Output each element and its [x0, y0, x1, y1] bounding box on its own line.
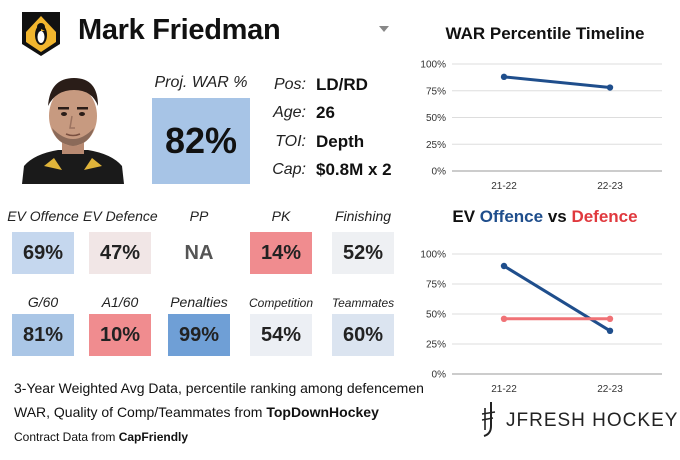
note-line-3: Contract Data from CapFriendly — [14, 430, 188, 444]
brand-name: JFRESH HOCKEY — [506, 410, 679, 431]
stat-label-ev-offence: EV Offence — [7, 208, 79, 224]
proj-war-value: 82% — [152, 98, 250, 184]
chart-title-war: WAR Percentile Timeline — [445, 24, 645, 43]
y-tick-label: 75% — [426, 86, 446, 97]
data-point — [500, 262, 508, 270]
y-tick-label: 50% — [426, 113, 446, 124]
stat-label-competition: Competition — [248, 296, 314, 310]
chart-war-timeline: 100% 75% 50% 25% 0% 21-22 22-23 — [420, 60, 662, 192]
stat-a160: 10% — [89, 314, 151, 356]
stat-pk: 14% — [250, 232, 312, 274]
stat-ev-defence: 47% — [89, 232, 151, 274]
series-line — [502, 264, 612, 333]
toi-label: TOI: — [275, 133, 306, 150]
y-tick-label: 0% — [432, 370, 447, 381]
chart-title-part: vs — [543, 207, 572, 226]
x-tick-label: 21-22 — [491, 384, 517, 395]
stat-label-teammates: Teammates — [331, 296, 395, 310]
data-point — [606, 315, 614, 322]
data-point — [500, 315, 508, 322]
stat-teammates: 60% — [332, 314, 394, 356]
chart-ev-offence-defence: 100% 75% 50% 25% 0% 21-22 22-23 — [420, 250, 662, 395]
pos-label: Pos: — [273, 76, 306, 93]
note-line-1: 3-Year Weighted Avg Data, percentile ran… — [14, 380, 424, 396]
stat-label-a160: A1/60 — [101, 294, 139, 310]
note-source-capfriendly[interactable]: CapFriendly — [118, 430, 189, 444]
age-label: Age: — [273, 104, 306, 121]
y-tick-label: 25% — [426, 140, 446, 151]
data-point — [500, 73, 508, 81]
stat-competition: 54% — [250, 314, 312, 356]
stat-label-g60: G/60 — [27, 294, 59, 310]
y-tick-label: 100% — [420, 250, 446, 261]
chart-title-part: EV — [452, 207, 480, 226]
y-tick-label: 50% — [426, 310, 446, 321]
stat-label-pp: PP — [189, 208, 209, 224]
stat-g60: 81% — [12, 314, 74, 356]
stat-penalties: 99% — [168, 314, 230, 356]
x-tick-label: 22-23 — [597, 384, 623, 395]
pos-value: LD/RD — [316, 75, 368, 94]
toi-value: Depth — [316, 132, 365, 151]
y-tick-label: 100% — [420, 60, 446, 71]
player-photo — [14, 66, 132, 184]
cap-value: $0.8M x 2 — [316, 160, 392, 179]
data-point — [606, 327, 614, 334]
chevron-down-icon[interactable] — [379, 26, 389, 32]
note-source-topdown[interactable]: TopDownHockey — [266, 404, 379, 420]
team-logo-icon — [22, 12, 60, 56]
stat-label-pk: PK — [271, 208, 291, 224]
chart-title-ev: EV Offence vs Defence — [420, 207, 670, 227]
proj-war-label: Proj. WAR % — [154, 74, 248, 91]
stat-label-penalties: Penalties — [170, 294, 228, 310]
age-value: 26 — [316, 103, 335, 122]
data-point — [606, 84, 614, 91]
stat-label-finishing: Finishing — [334, 208, 392, 224]
jfresh-logo-icon — [481, 402, 496, 437]
y-tick-label: 75% — [426, 280, 446, 291]
cap-label: Cap: — [272, 161, 306, 178]
note-line-2: WAR, Quality of Comp/Teammates from TopD… — [14, 404, 379, 420]
note-line-3-prefix: Contract Data from — [14, 430, 119, 444]
stat-label-ev-defence: EV Defence — [83, 208, 158, 224]
chart-title-part: Defence — [571, 207, 638, 226]
y-tick-label: 0% — [432, 167, 447, 178]
x-tick-label: 21-22 — [491, 181, 517, 192]
stat-ev-offence: 69% — [12, 232, 74, 274]
stat-finishing: 52% — [332, 232, 394, 274]
note-line-2-prefix: WAR, Quality of Comp/Teammates from — [14, 404, 267, 420]
x-tick-label: 22-23 — [597, 181, 623, 192]
stat-pp: NA — [168, 232, 230, 274]
series-line — [502, 75, 612, 90]
player-name: Mark Friedman — [78, 14, 281, 46]
chart-title-part: Offence — [479, 207, 544, 226]
y-tick-label: 25% — [426, 340, 446, 351]
